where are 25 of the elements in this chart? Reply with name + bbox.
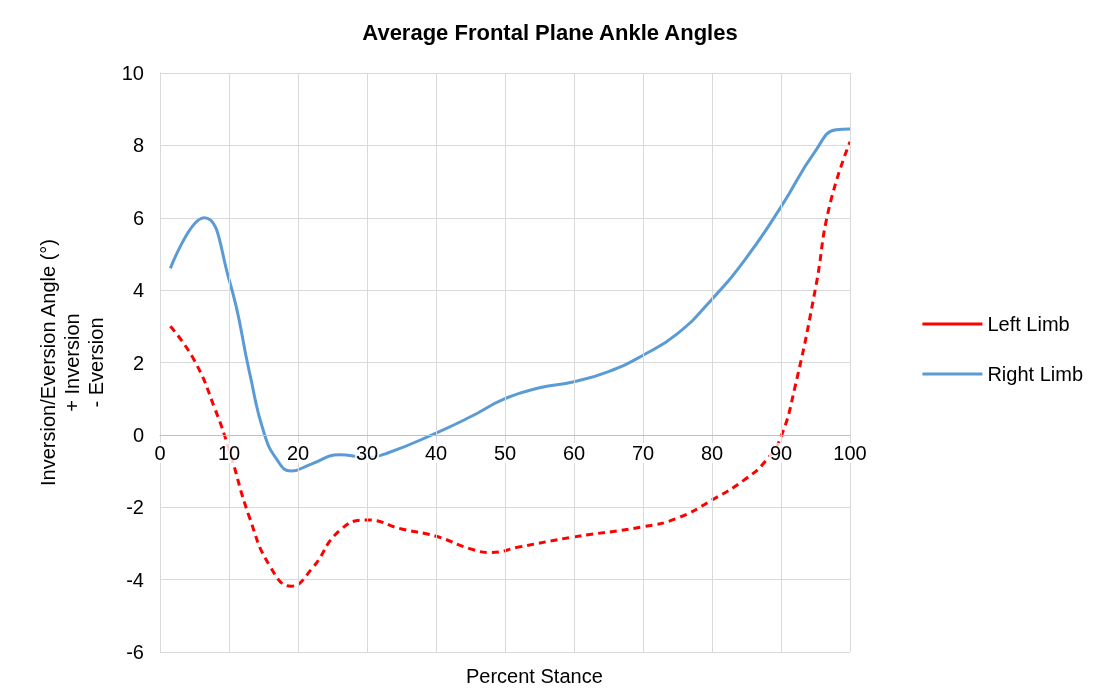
x-axis-title: Percent Stance: [466, 665, 603, 687]
y-tick-label: 4: [132, 279, 144, 302]
x-tick-label: 0: [154, 441, 166, 464]
y-tick-label: -6: [126, 641, 144, 663]
y-tick-label: 8: [132, 134, 144, 157]
x-tick-label: 30: [355, 441, 379, 464]
x-tick-label: 10: [217, 441, 241, 464]
x-tick-label: 80: [700, 441, 724, 464]
legend-label: Left Limb: [987, 313, 1070, 335]
x-tick-label: 20: [286, 441, 310, 464]
x-tick-label: 50: [493, 441, 517, 464]
x-tick-label: 60: [562, 441, 586, 464]
x-tick-label: 70: [631, 441, 655, 464]
x-tick-label: 40: [424, 441, 448, 464]
y-tick-label: 6: [132, 206, 144, 229]
y-tick-label: 2: [132, 351, 144, 374]
chart-title: Average Frontal Plane Ankle Angles: [362, 19, 738, 45]
x-tick-label: 100: [833, 441, 867, 464]
y-tick-label: 0: [132, 423, 144, 446]
y-axis-title: Inversion/Eversion Angle (°) + Inversion - Eversion: [37, 238, 107, 487]
y-tick-label: -2: [126, 496, 144, 519]
y-tick-label: -4: [126, 568, 144, 591]
y-tick-label: 10: [121, 62, 144, 84]
x-tick-label: 90: [769, 441, 793, 464]
legend-label: Right Limb: [987, 363, 1084, 385]
